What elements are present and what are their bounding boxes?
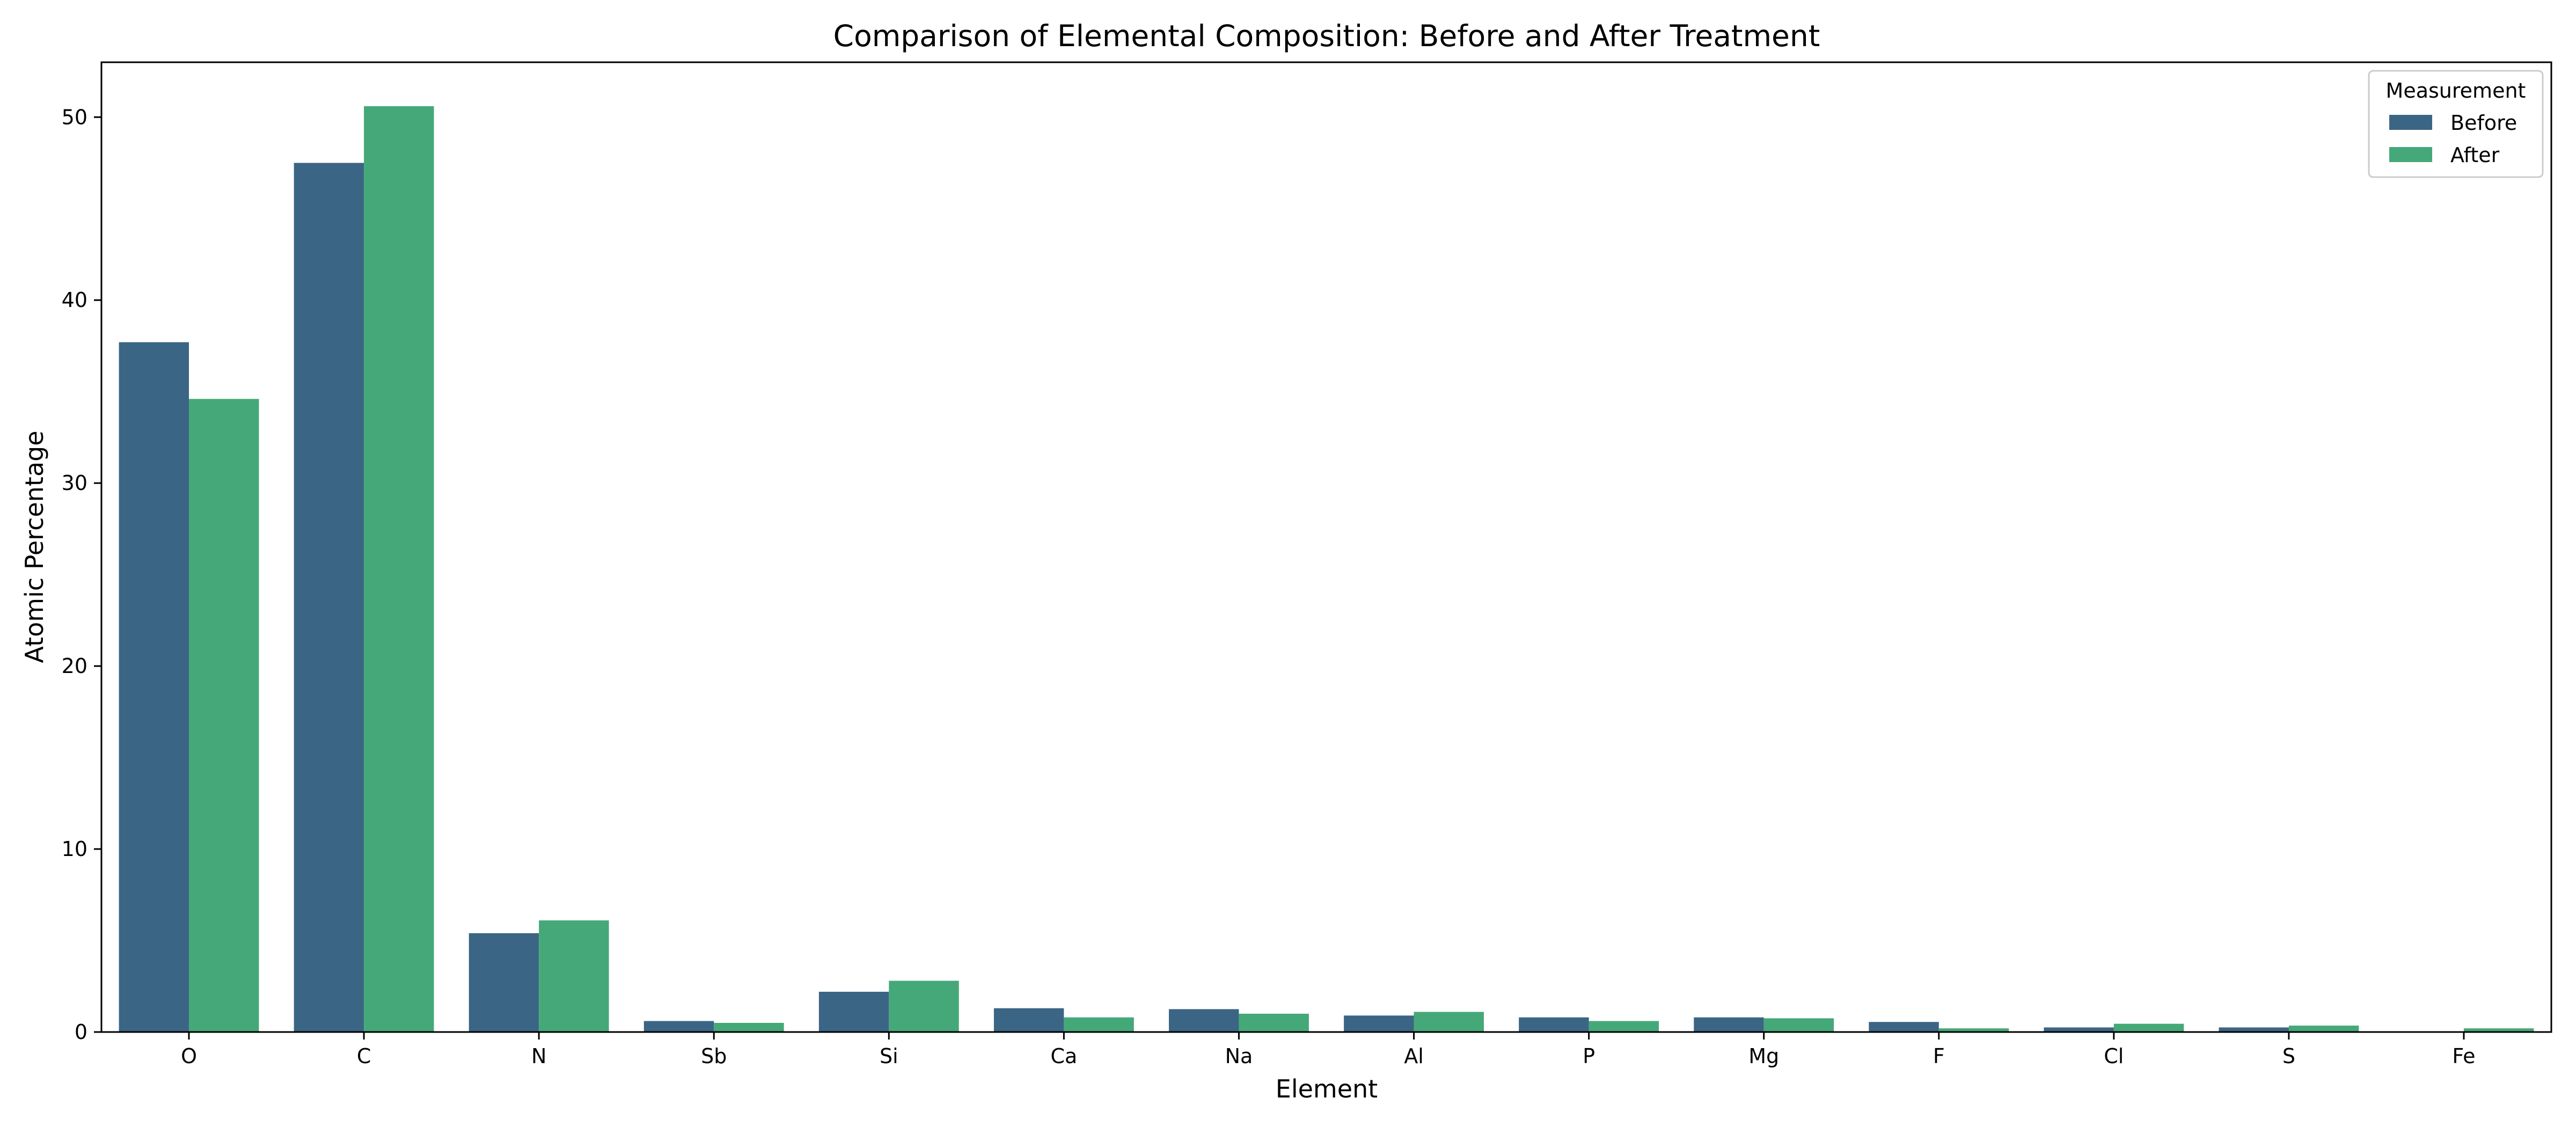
- x-axis-title: Element: [1276, 1074, 1378, 1103]
- legend-swatch-after: [2389, 147, 2432, 162]
- x-tick-label-sb: Sb: [701, 1044, 727, 1068]
- x-tick-label-f: F: [1933, 1044, 1945, 1068]
- bar-after-o: [189, 399, 259, 1032]
- y-tick-label: 50: [62, 105, 87, 129]
- legend: Measurement Before After: [2368, 70, 2544, 178]
- bar-before-al: [1344, 1015, 1414, 1032]
- bar-before-c: [294, 163, 364, 1033]
- x-tick-label-n: N: [531, 1044, 546, 1068]
- y-tick-label: 30: [62, 471, 87, 495]
- bar-after-f: [1938, 1028, 2009, 1032]
- bar-after-sb: [714, 1022, 784, 1032]
- y-axis-title: Atomic Percentage: [20, 430, 49, 663]
- bar-after-n: [539, 920, 609, 1032]
- x-tick-label-cl: Cl: [2104, 1044, 2124, 1068]
- bar-after-al: [1414, 1012, 1484, 1032]
- legend-swatch-before: [2389, 115, 2432, 130]
- bar-after-cl: [2113, 1023, 2184, 1032]
- bar-after-s: [2288, 1026, 2359, 1032]
- x-tick-label-c: C: [357, 1044, 371, 1068]
- y-axis: 0 10 20 30 40 50: [62, 105, 101, 1044]
- x-tick-label-al: Al: [1404, 1044, 1424, 1068]
- bar-after-fe: [2463, 1028, 2534, 1032]
- chart-title: Comparison of Elemental Composition: Bef…: [833, 19, 1820, 53]
- y-tick-label: 40: [62, 288, 87, 312]
- bar-before-sb: [643, 1021, 714, 1032]
- bar-before-n: [469, 933, 539, 1032]
- bar-before-mg: [1694, 1017, 1764, 1032]
- x-tick-label-mg: Mg: [1748, 1044, 1779, 1068]
- bar-before-na: [1169, 1009, 1239, 1032]
- x-tick-label-na: Na: [1225, 1044, 1253, 1068]
- bar-before-o: [119, 342, 189, 1033]
- x-tick-label-p: P: [1583, 1044, 1595, 1068]
- bar-after-mg: [1763, 1018, 1834, 1032]
- x-tick-label-o: O: [181, 1044, 197, 1068]
- bar-before-p: [1519, 1017, 1589, 1032]
- x-axis: O C N Sb Si Ca Na Al P Mg F Cl S Fe: [181, 1032, 2476, 1068]
- y-tick-label: 0: [75, 1020, 87, 1044]
- bar-after-si: [889, 980, 959, 1032]
- bar-before-s: [2219, 1027, 2289, 1032]
- bar-before-cl: [2044, 1027, 2114, 1032]
- plot-frame: [100, 61, 2552, 1033]
- bar-after-p: [1589, 1021, 1659, 1032]
- bar-before-si: [818, 991, 889, 1032]
- bar-after-na: [1239, 1013, 1309, 1032]
- bars-layer: [119, 106, 2534, 1033]
- bar-before-ca: [993, 1008, 1064, 1032]
- bar-after-ca: [1064, 1017, 1134, 1032]
- bar-after-c: [364, 106, 434, 1032]
- bar-before-f: [1869, 1022, 1939, 1032]
- y-tick-label: 20: [62, 654, 87, 678]
- legend-label-before: Before: [2450, 111, 2517, 135]
- x-tick-label-ca: Ca: [1050, 1044, 1077, 1068]
- x-tick-label-si: Si: [880, 1044, 898, 1068]
- legend-label-after: After: [2450, 143, 2500, 167]
- y-tick-label: 10: [62, 837, 87, 861]
- legend-title: Measurement: [2386, 79, 2526, 103]
- x-tick-label-fe: Fe: [2452, 1044, 2475, 1068]
- x-tick-label-s: S: [2282, 1044, 2295, 1068]
